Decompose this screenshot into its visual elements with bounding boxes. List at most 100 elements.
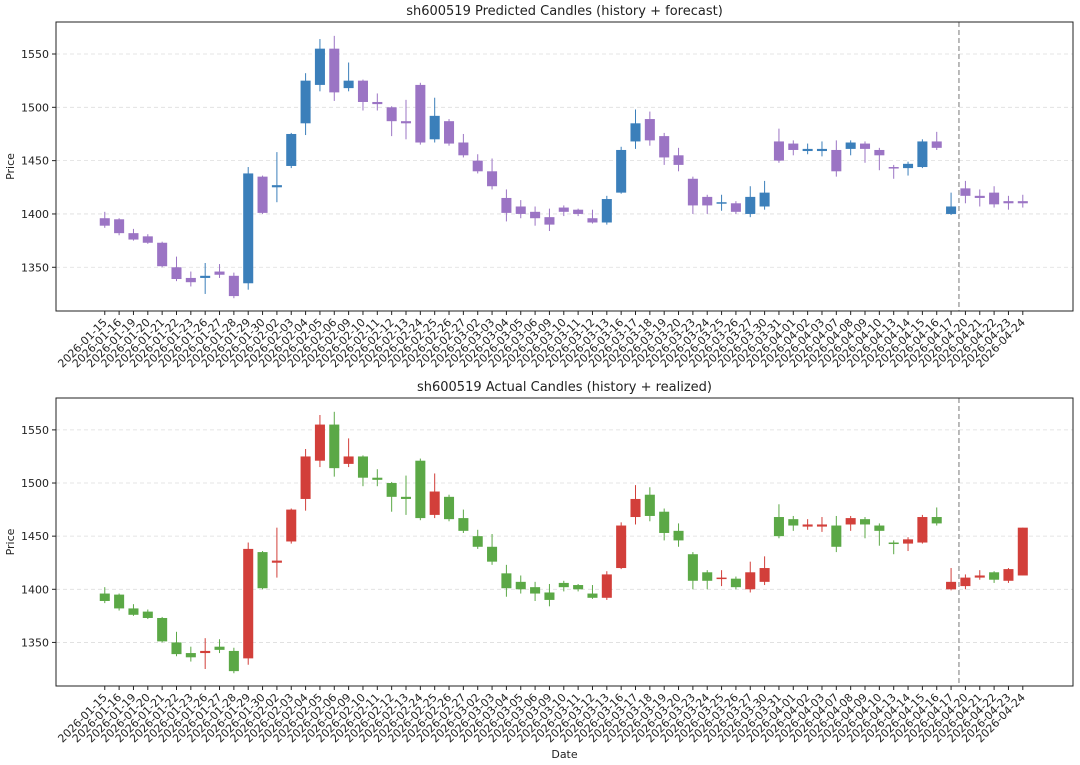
candle-body	[415, 460, 426, 519]
candle-body	[415, 84, 426, 143]
candle-body	[142, 611, 153, 618]
candle-body	[888, 167, 899, 169]
candle-body	[616, 149, 627, 193]
candle-body	[702, 196, 713, 206]
candle-body	[673, 530, 684, 541]
candle-body	[530, 211, 541, 219]
candle-body	[759, 192, 770, 207]
candle-body	[1003, 201, 1014, 204]
candle-body	[487, 171, 498, 187]
candle-body	[716, 202, 727, 204]
candle-body	[343, 456, 354, 464]
candle-body	[716, 577, 727, 580]
candle-body	[171, 267, 182, 280]
y-tick-label: 1400	[21, 583, 49, 596]
candle-body	[630, 498, 641, 518]
candle-body	[1017, 527, 1028, 576]
y-tick-label: 1550	[21, 424, 49, 437]
candle-body	[243, 548, 254, 659]
candle-body	[587, 218, 598, 223]
candle-body	[343, 80, 354, 89]
candle-body	[874, 525, 885, 531]
candle-body	[931, 517, 942, 524]
candle-body	[257, 176, 268, 213]
candle-body	[257, 552, 268, 589]
candle-body	[357, 80, 368, 102]
candle-body	[730, 203, 741, 212]
candle-body	[300, 80, 311, 124]
candle-body	[544, 217, 555, 225]
candle-body	[859, 519, 871, 525]
candle-body	[903, 163, 914, 169]
candle-body	[501, 573, 512, 589]
candle-body	[128, 233, 139, 240]
candle-body	[386, 107, 397, 122]
candle-body	[773, 141, 784, 161]
candle-body	[444, 121, 455, 144]
candle-body	[831, 149, 842, 172]
x-axis-label: Date	[551, 748, 578, 761]
candle-body	[429, 115, 440, 140]
candle-body	[271, 560, 282, 563]
candle-body	[917, 141, 928, 168]
candle-body	[960, 188, 971, 196]
candle-body	[157, 617, 168, 642]
candle-body	[314, 424, 325, 461]
candle-body	[458, 142, 469, 156]
candle-body	[472, 160, 483, 172]
candle-body	[400, 496, 412, 499]
candle-body	[357, 456, 368, 478]
candle-body	[214, 646, 225, 650]
candle-body	[128, 608, 139, 615]
chart-title: sh600519 Actual Candles (history + reali…	[417, 380, 712, 395]
candle-body	[300, 456, 311, 499]
candle-body	[745, 572, 756, 590]
candle-body	[989, 192, 1000, 205]
candle-body	[601, 574, 612, 598]
candle-body	[558, 207, 569, 212]
candle-body	[515, 206, 526, 214]
candle-body	[573, 585, 584, 590]
candle-body	[888, 542, 899, 545]
candle-body	[644, 494, 655, 516]
candle-body	[1003, 569, 1014, 581]
candle-body	[831, 525, 842, 547]
candle-body	[372, 477, 383, 480]
candle-body	[946, 206, 957, 214]
candle-body	[200, 275, 211, 278]
candle-body	[659, 511, 670, 533]
candle-body	[903, 539, 914, 544]
candle-body	[788, 519, 799, 526]
candle-body	[917, 517, 928, 543]
candle-body	[845, 518, 856, 525]
candle-body	[329, 424, 340, 469]
candle-body	[214, 271, 225, 275]
candle-body	[286, 133, 297, 166]
candle-body	[644, 119, 655, 141]
y-axis-label: Price	[4, 528, 17, 555]
candle-body	[515, 581, 526, 590]
candle-body	[171, 642, 182, 655]
candle-body	[946, 581, 957, 590]
candle-body	[400, 121, 412, 124]
candle-body	[960, 577, 971, 587]
candle-body	[243, 173, 254, 284]
y-tick-label: 1350	[21, 636, 49, 649]
candle-body	[142, 236, 153, 243]
candle-body	[687, 554, 698, 581]
candle-body	[974, 195, 985, 198]
candle-body	[974, 575, 985, 578]
candle-body	[659, 136, 670, 158]
y-tick-label: 1500	[21, 101, 49, 114]
candle-body	[157, 242, 168, 267]
plot-frame	[55, 21, 1074, 312]
y-tick-label: 1450	[21, 530, 49, 543]
candle-body	[773, 517, 784, 537]
candle-body	[802, 148, 813, 152]
candle-body	[616, 525, 627, 569]
candle-body	[601, 199, 612, 223]
candle-body	[200, 650, 211, 654]
plot-frame	[55, 397, 1074, 687]
candle-body	[314, 48, 325, 85]
candle-body	[874, 149, 885, 156]
